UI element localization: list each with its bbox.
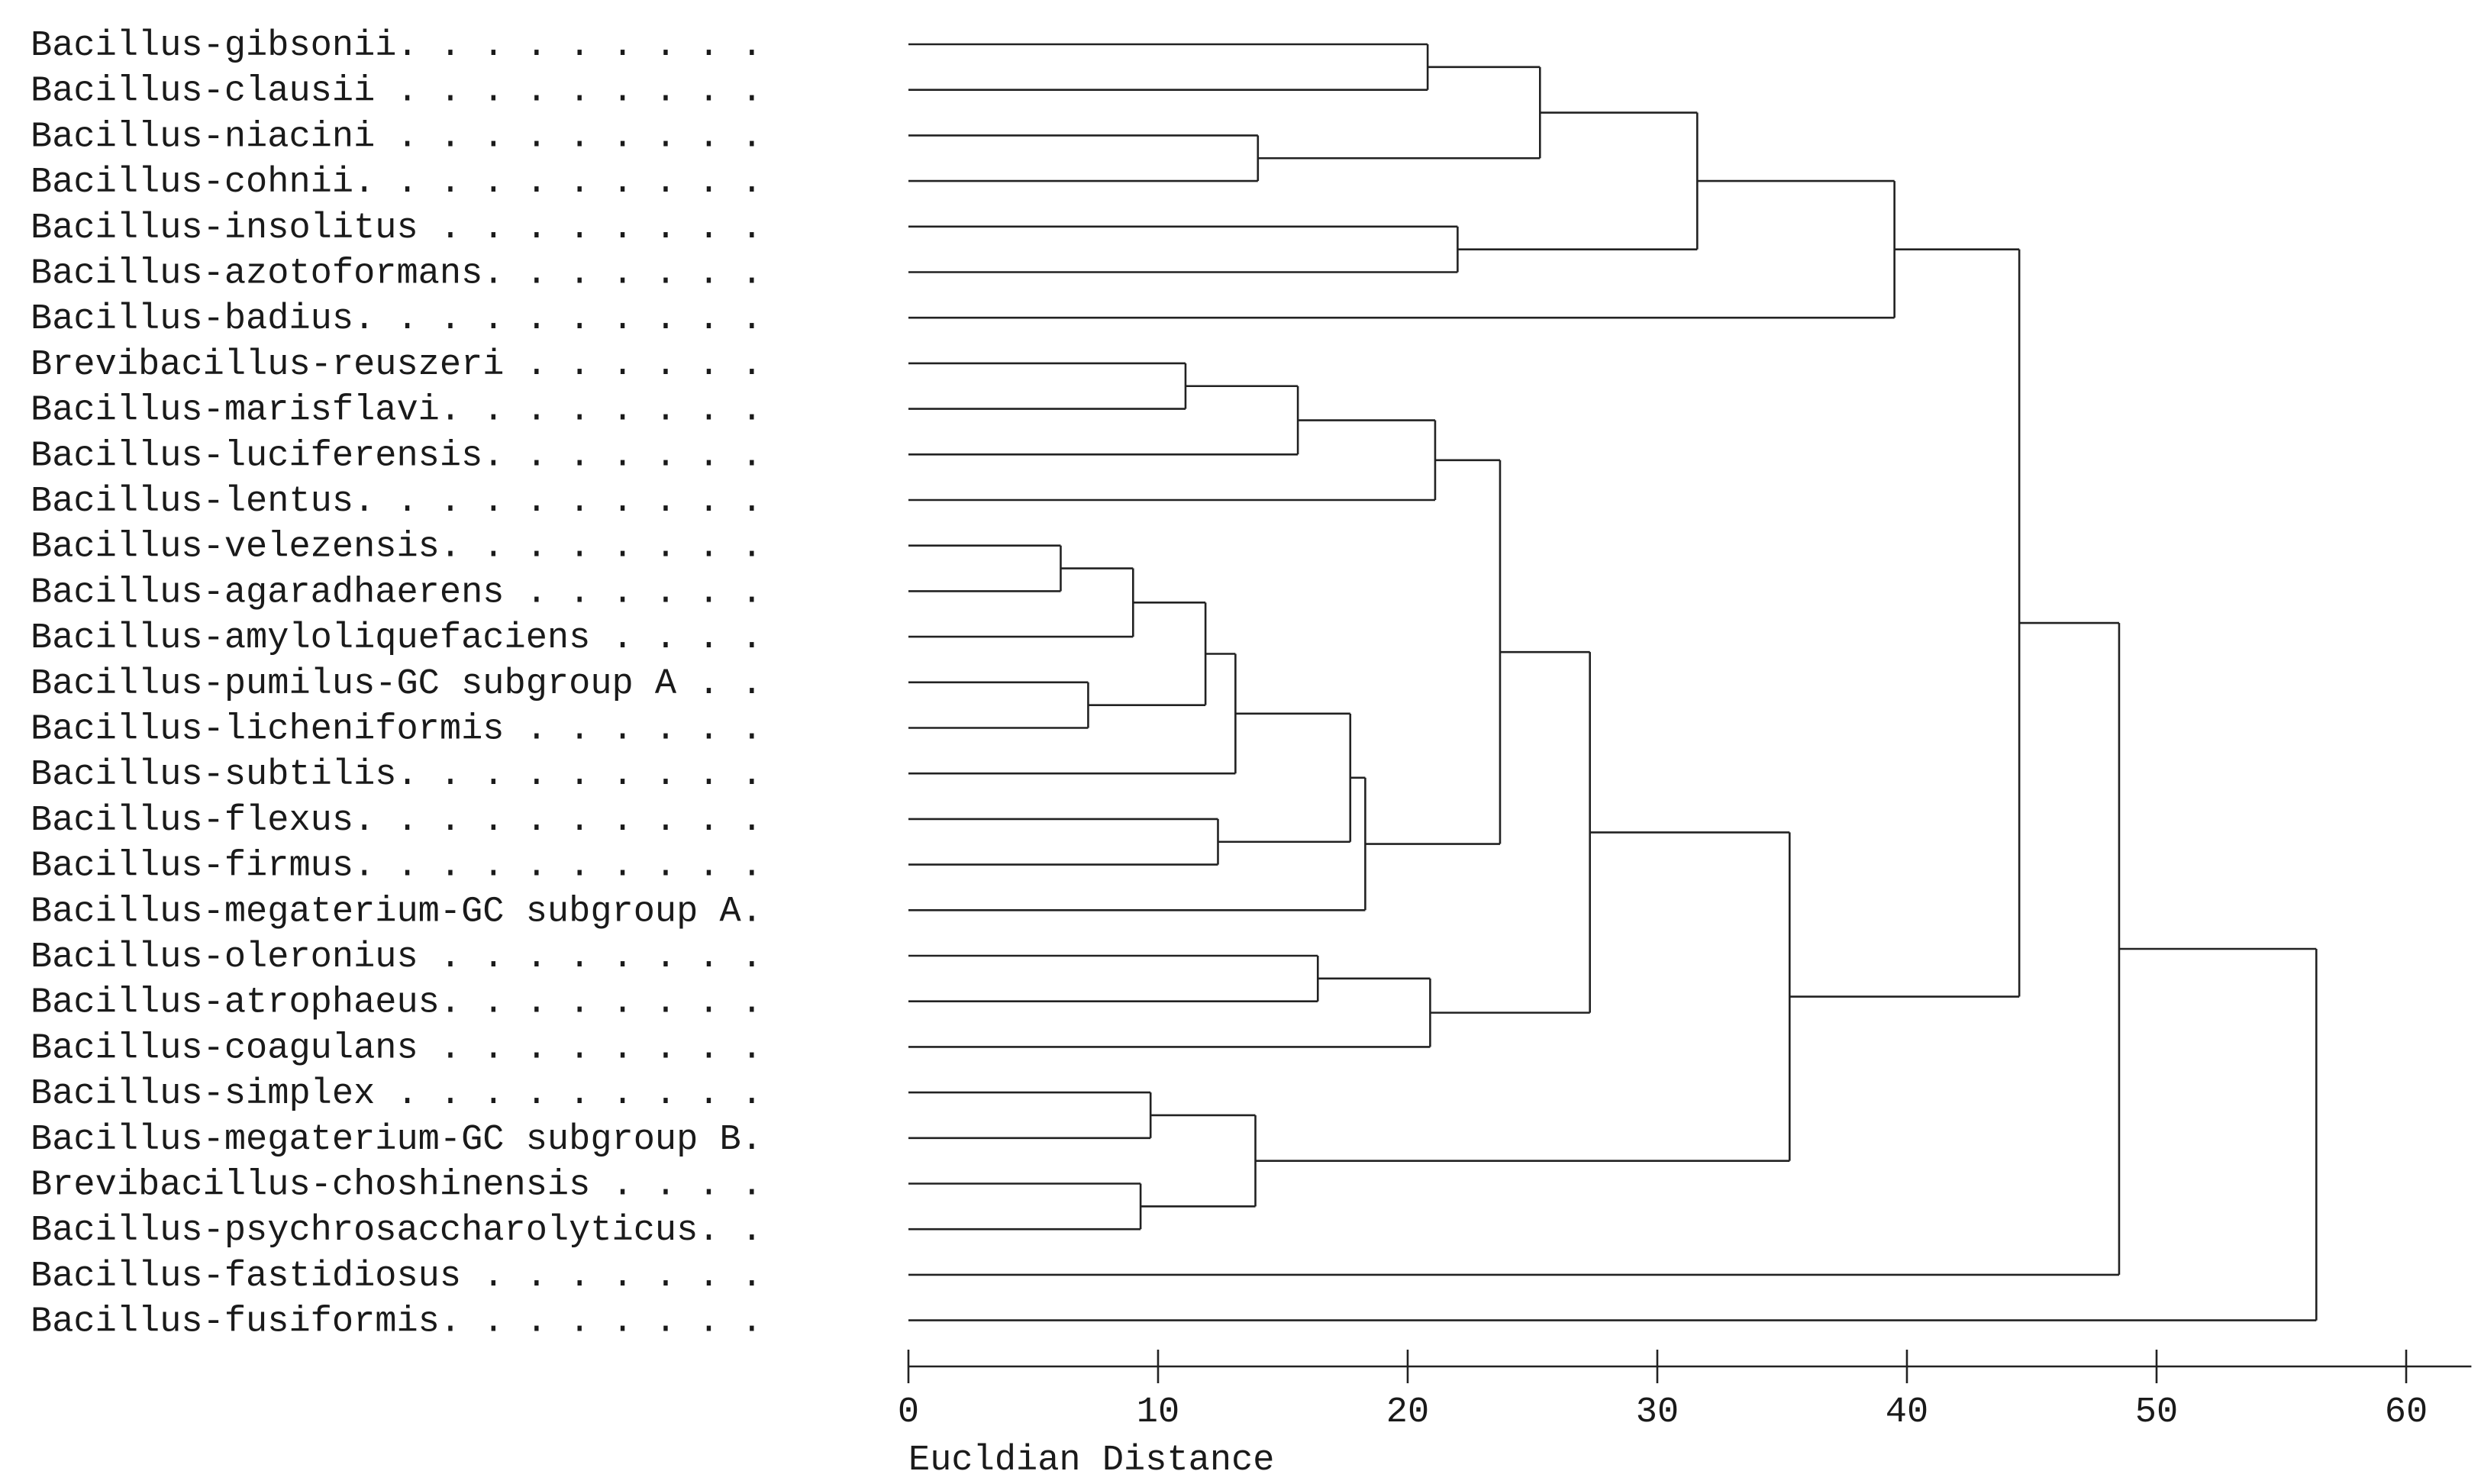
x-tick-label: 0 (898, 1392, 919, 1433)
leaf-label: Bacillus-clausii . . . . . . . . . (31, 72, 763, 112)
leaf-label: Bacillus-psychrosaccharolyticus. . (31, 1211, 763, 1251)
leaf-label: Bacillus-firmus. . . . . . . . . . (31, 847, 763, 887)
leaf-label: Bacillus-flexus. . . . . . . . . . (31, 801, 763, 841)
leaf-label: Bacillus-simplex . . . . . . . . . (31, 1074, 763, 1115)
leaf-label: Bacillus-azotoformans. . . . . . . (31, 254, 763, 295)
leaf-label: Brevibacillus-reuszeri . . . . . . (31, 345, 763, 386)
leaf-label: Bacillus-lentus. . . . . . . . . . (31, 482, 763, 522)
leaf-label: Bacillus-licheniformis . . . . . . (31, 710, 763, 750)
leaf-label: Bacillus-amyloliquefaciens . . . . (31, 618, 763, 659)
leaf-label: Bacillus-badius. . . . . . . . . . (31, 299, 763, 340)
leaf-label: Bacillus-coagulans . . . . . . . . (31, 1028, 763, 1069)
leaf-labels: Bacillus-gibsonii. . . . . . . . . Bacill… (31, 26, 763, 1343)
x-axis: 0 10 20 30 40 50 60 (898, 1350, 2472, 1433)
leaf-label: Bacillus-megaterium-GC subgroup A. (31, 892, 763, 932)
leaf-label: Bacillus-gibsonii. . . . . . . . . (31, 26, 763, 66)
leaf-label: Bacillus-niacini . . . . . . . . . (31, 117, 763, 157)
leaf-label: Bacillus-subtilis. . . . . . . . . (31, 755, 763, 795)
x-tick-label: 30 (1636, 1392, 1679, 1433)
leaf-label: Bacillus-fusiformis. . . . . . . . (31, 1302, 763, 1343)
x-tick-label: 50 (2135, 1392, 2178, 1433)
leaf-label: Bacillus-cohnii. . . . . . . . . . (31, 163, 763, 203)
leaf-label: Bacillus-pumilus-GC subgroup A . . (31, 664, 763, 705)
dendrogram-branches (908, 43, 2318, 1321)
x-tick-label: 40 (1886, 1392, 1928, 1433)
leaf-label: Bacillus-marisflavi. . . . . . . . (31, 391, 763, 431)
leaf-label: Bacillus-insolitus . . . . . . . . (31, 208, 763, 249)
x-tick-label: 20 (1386, 1392, 1429, 1433)
leaf-label: Bacillus-luciferensis. . . . . . . (31, 436, 763, 476)
leaf-label: Bacillus-velezensis. . . . . . . . (31, 527, 763, 568)
x-axis-title: Eucldian Distance (908, 1440, 1274, 1481)
leaf-label: Bacillus-fastidiosus . . . . . . . (31, 1257, 763, 1297)
leaf-label: Bacillus-megaterium-GC subgroup B. (31, 1120, 763, 1160)
leaf-label: Bacillus-atrophaeus. . . . . . . . (31, 983, 763, 1024)
leaf-label: Brevibacillus-choshinensis . . . . (31, 1166, 763, 1206)
leaf-label: Bacillus-agaradhaerens . . . . . . (31, 573, 763, 613)
x-tick-label: 60 (2385, 1392, 2428, 1433)
leaf-label: Bacillus-oleronius . . . . . . . . (31, 937, 763, 978)
x-tick-label: 10 (1137, 1392, 1179, 1433)
